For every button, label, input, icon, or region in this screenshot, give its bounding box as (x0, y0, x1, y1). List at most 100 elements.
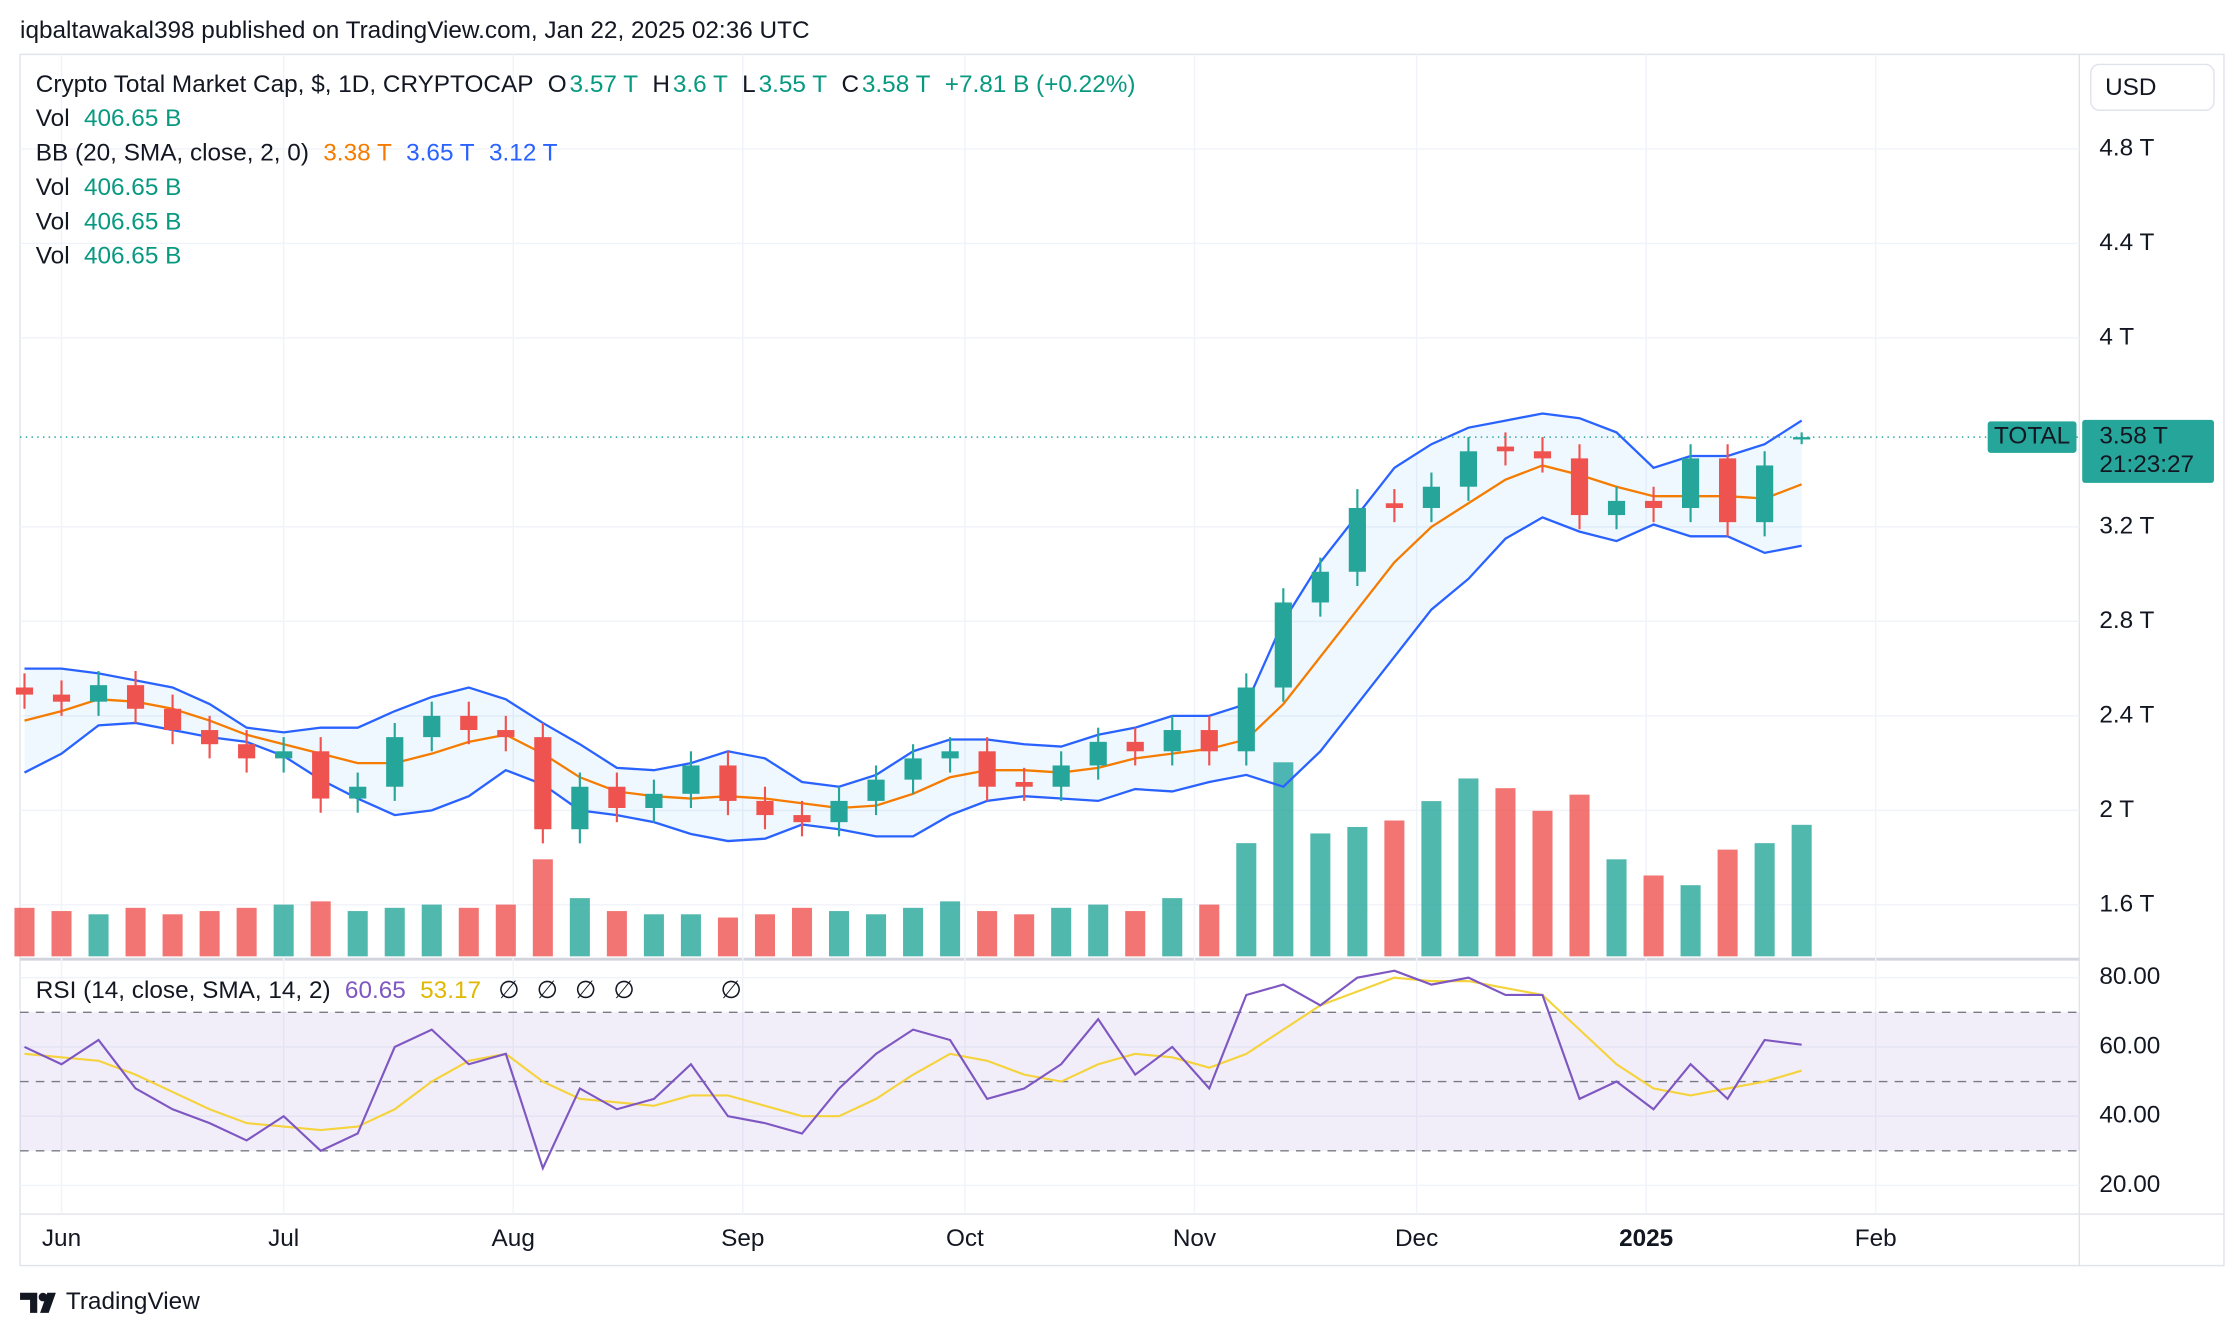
volume-bar (199, 911, 220, 957)
volume-bar (236, 907, 257, 957)
volume-bar (458, 907, 479, 957)
y-tick-label: 4.8 T (2099, 134, 2154, 161)
volume-bar (51, 911, 72, 957)
volume-bar (14, 907, 35, 957)
vol-value: 406.65 B (84, 209, 181, 236)
candle-body (1533, 451, 1552, 459)
vol-value: 406.65 B (84, 243, 181, 270)
volume-bar (754, 914, 776, 957)
x-tick-label: Oct (946, 1225, 984, 1252)
volume-bar (1199, 904, 1220, 957)
countdown: 21:23:27 (2099, 451, 2194, 478)
candle-body (1274, 602, 1292, 688)
y-tick-label: 4 T (2099, 323, 2134, 350)
volume-bar (384, 907, 405, 957)
volume-bar (88, 914, 109, 957)
x-tick-label: Sep (721, 1225, 764, 1252)
candle-body (238, 744, 256, 759)
candle-body (1607, 500, 1626, 516)
rsi-tick-label: 60.00 (2099, 1032, 2160, 1059)
last-price: 3.58 T (2099, 423, 2168, 450)
candle-body (1348, 507, 1366, 572)
bb-value: 3.65 T (406, 140, 475, 167)
candle-body (1422, 486, 1441, 508)
candle-body (275, 751, 293, 759)
candle-body (645, 793, 663, 808)
series-name: TOTAL (1994, 423, 2070, 450)
candle-body (978, 751, 996, 787)
rsi-empty-marker: ∅ (575, 978, 596, 1005)
candle-body (571, 786, 589, 830)
rsi-empty-marker: ∅ (498, 978, 519, 1005)
vol-legend: Vol 406.65 B (36, 243, 182, 270)
x-tick-label: 2025 (1619, 1225, 1673, 1252)
x-tick-label: Feb (1855, 1225, 1897, 1252)
candle-body (1200, 730, 1218, 752)
volume-bar (1236, 843, 1257, 957)
x-tick-label: Jul (268, 1225, 299, 1252)
candle-body (904, 758, 922, 780)
bb-name: BB (20, SMA, close, 2, 0) (36, 140, 309, 167)
candle-body (1052, 765, 1070, 787)
candle-body (89, 685, 108, 702)
x-tick-label: Aug (492, 1225, 535, 1252)
rsi-empty-marker: ∅ (537, 978, 558, 1005)
x-tick-label: Dec (1395, 1225, 1438, 1252)
volume-bar (1791, 824, 1812, 957)
rsi-ma-line (24, 976, 1802, 1132)
volume-bar (347, 911, 368, 957)
candle-body (15, 687, 34, 695)
volume-bar (1162, 898, 1183, 957)
volume-bar (643, 914, 664, 957)
volume-bar (977, 911, 998, 957)
volume-bar (903, 907, 924, 957)
candle-body (867, 779, 885, 801)
volume-bar (310, 901, 331, 957)
volume-bar (1088, 904, 1109, 957)
volume-bar (1310, 833, 1331, 957)
vol-name: Vol (36, 106, 70, 133)
volume-bar (1347, 826, 1368, 957)
volume-bar (1421, 801, 1442, 957)
volume-bar (866, 914, 887, 957)
volume-bar (1495, 788, 1516, 957)
x-tick-label: Jun (42, 1225, 81, 1252)
rsi-line (24, 969, 1802, 1172)
vol-legend: Vol 406.65 B (36, 209, 182, 236)
volume-bar (1569, 794, 1590, 957)
volume-bar (1384, 820, 1405, 957)
candle-body (534, 737, 552, 830)
volume-bar (606, 911, 627, 957)
candle-body (830, 800, 848, 823)
rsi-empty-marker: ∅ (721, 978, 742, 1005)
brand: TradingView (66, 1288, 200, 1315)
main-legend: Crypto Total Market Cap, $, 1D, CRYPTOCA… (36, 71, 1136, 98)
vol-name: Vol (36, 243, 70, 270)
rsi-empty-marker: ∅ (613, 978, 634, 1005)
candle-body (793, 815, 811, 823)
plot-area (14, 54, 2080, 1215)
candle-body (1756, 465, 1774, 523)
vol-value: 406.65 B (84, 174, 181, 201)
candle-body (1459, 451, 1478, 487)
candle-body (52, 694, 71, 702)
volume-bar (1717, 849, 1738, 957)
candle-body (1570, 458, 1589, 516)
candle-body (1311, 571, 1329, 603)
rsi-tick-label: 20.00 (2099, 1171, 2160, 1198)
candle-body (756, 800, 774, 816)
legend-title: Crypto Total Market Cap, $, 1D, CRYPTOCA… (36, 71, 534, 98)
currency-button[interactable] (2090, 63, 2215, 111)
rsi-tick-label: 80.00 (2099, 963, 2160, 990)
candle-body (1793, 437, 1811, 440)
volume-bar (791, 907, 813, 957)
vol-name: Vol (36, 209, 70, 236)
volume-bar (162, 914, 183, 957)
candle-body (1496, 446, 1515, 452)
rsi-ma-value: 53.17 (420, 978, 481, 1005)
volume-bar (1606, 859, 1627, 957)
rsi-tick-label: 40.00 (2099, 1102, 2160, 1129)
rsi-name: RSI (14, close, SMA, 14, 2) (36, 978, 331, 1005)
